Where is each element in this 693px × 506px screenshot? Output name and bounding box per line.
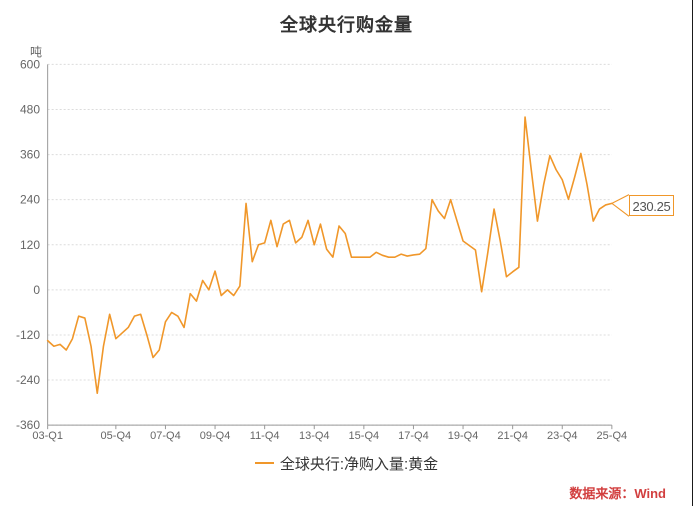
svg-text:13-Q4: 13-Q4 [299, 430, 330, 442]
svg-text:25-Q4: 25-Q4 [597, 430, 628, 442]
svg-text:360: 360 [20, 148, 40, 162]
svg-text:480: 480 [20, 102, 40, 116]
svg-text:21-Q4: 21-Q4 [497, 430, 528, 442]
svg-text:03-Q1: 03-Q1 [32, 430, 63, 442]
svg-text:120: 120 [20, 238, 40, 252]
svg-text:15-Q4: 15-Q4 [349, 430, 380, 442]
svg-text:23-Q4: 23-Q4 [547, 430, 578, 442]
svg-text:19-Q4: 19-Q4 [448, 430, 479, 442]
svg-text:07-Q4: 07-Q4 [150, 430, 181, 442]
svg-text:0: 0 [33, 283, 40, 297]
svg-text:17-Q4: 17-Q4 [398, 430, 429, 442]
svg-text:600: 600 [20, 57, 40, 71]
svg-text:-120: -120 [16, 328, 40, 342]
svg-text:05-Q4: 05-Q4 [101, 430, 132, 442]
svg-text:09-Q4: 09-Q4 [200, 430, 231, 442]
svg-text:-240: -240 [16, 373, 40, 387]
svg-text:11-Q4: 11-Q4 [250, 430, 280, 442]
svg-text:240: 240 [20, 193, 40, 207]
